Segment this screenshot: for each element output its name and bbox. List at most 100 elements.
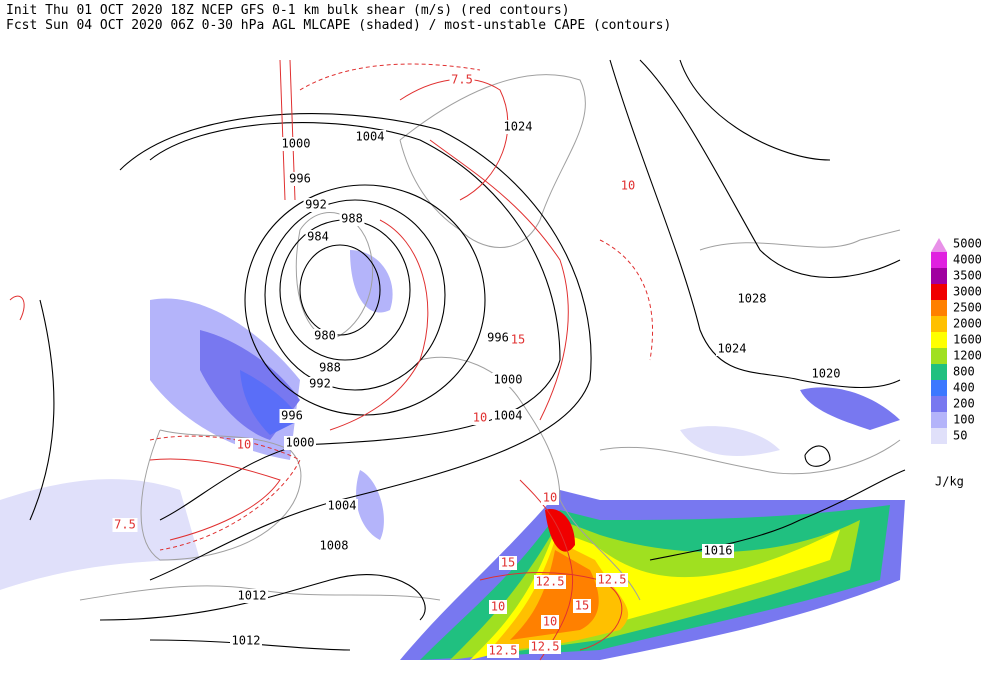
shear-label-bg	[596, 573, 628, 587]
shear-label-bg	[235, 438, 253, 452]
legend-label: 200	[953, 397, 975, 411]
legend-swatch	[931, 364, 947, 380]
isobar-label: 1012	[232, 634, 261, 648]
legend-swatch	[931, 284, 947, 300]
legend-swatch	[931, 348, 947, 364]
shear-label: 12.5	[598, 573, 627, 587]
isobar-label-bg	[354, 130, 386, 144]
isobar-label: 996	[281, 409, 303, 423]
cape-shading	[0, 250, 905, 660]
isobar-label: 996	[289, 172, 311, 186]
isobar-label-bg	[236, 589, 268, 603]
legend-label: 2500	[953, 301, 982, 315]
legend-swatch	[931, 380, 947, 396]
isobar-label-bg	[279, 409, 305, 423]
isobar-label: 1004	[494, 409, 523, 423]
shear-label-bg	[449, 73, 475, 87]
shear-label-bg	[487, 644, 519, 658]
header-line: Fcst Sun 04 OCT 2020 06Z 0-30 hPa AGL ML…	[6, 18, 671, 33]
isobar-label-bg	[312, 329, 338, 343]
isobar-label-bg	[716, 342, 748, 356]
isobar-label: 980	[314, 329, 336, 343]
shear-label: 10	[491, 600, 505, 614]
shear-label: 10	[473, 411, 487, 425]
legend-label: 800	[953, 365, 975, 379]
isobar-label: 1024	[718, 342, 747, 356]
shear-label: 10	[237, 438, 251, 452]
isobar-label-bg	[287, 172, 313, 186]
header-line: Init Thu 01 OCT 2020 18Z NCEP GFS 0-1 km…	[6, 3, 570, 18]
isobar-label-bg	[502, 120, 534, 134]
shear-label: 15	[501, 556, 515, 570]
isobar-label-bg	[230, 634, 262, 648]
isobar-label: 984	[307, 230, 329, 244]
legend-swatch	[931, 428, 947, 444]
shear-label-bg	[534, 575, 566, 589]
isobar-label: 1000	[282, 137, 311, 151]
legend-label: 50	[953, 429, 967, 443]
shear-label-bg	[529, 640, 561, 654]
legend-swatch	[931, 316, 947, 332]
isobar-label-bg	[303, 198, 329, 212]
legend-label: 100	[953, 413, 975, 427]
shear-label-bg	[471, 411, 489, 425]
shear-label: 12.5	[536, 575, 565, 589]
shear-label-bg	[489, 600, 507, 614]
legend-arrow	[931, 238, 947, 252]
legend-label: 4000	[953, 253, 982, 267]
legend-label: 1200	[953, 349, 982, 363]
shear-label: 15	[511, 333, 525, 347]
contour-labels: 1004 1000 996 992 988 984 980 988 992 996 1000 1004…	[112, 73, 842, 658]
isobar-label: 992	[309, 377, 331, 391]
isobar-label-bg	[810, 367, 842, 381]
legend-label: 2000	[953, 317, 982, 331]
legend-swatch	[931, 396, 947, 412]
isobar-label: 1008	[320, 539, 349, 553]
shear-label: 10	[621, 179, 635, 193]
isobar-label-bg	[284, 436, 316, 450]
isobar-label-bg	[492, 373, 524, 387]
isobar-label-bg	[485, 331, 511, 345]
shear-label: 12.5	[489, 644, 518, 658]
isobar-label: 1004	[356, 130, 385, 144]
isobar-label: 992	[305, 198, 327, 212]
shear-label-bg	[509, 333, 527, 347]
shear-label: 7.5	[451, 73, 473, 87]
legend-swatch	[931, 268, 947, 284]
legend-label: 1600	[953, 333, 982, 347]
shear-label-bg	[619, 179, 637, 193]
isobar-label: 1004	[328, 499, 357, 513]
legend-swatch	[931, 332, 947, 348]
legend-swatch	[931, 412, 947, 428]
isobar-label: 1016	[704, 544, 733, 558]
isobar-label-bg	[280, 137, 312, 151]
legend-units: J/kg	[935, 475, 964, 489]
isobar-label-bg	[492, 409, 524, 423]
shear-label: 15	[575, 599, 589, 613]
legend-label: 400	[953, 381, 975, 395]
shear-label: 10	[543, 615, 557, 629]
isobar-label: 1012	[238, 589, 267, 603]
isobar-label-bg	[317, 361, 343, 375]
isobar-label: 996	[487, 331, 509, 345]
legend-label: 3000	[953, 285, 982, 299]
shear-label-bg	[499, 556, 517, 570]
legend-label: 5000	[953, 237, 982, 251]
isobar-label: 988	[319, 361, 341, 375]
shear-label-bg	[541, 615, 559, 629]
shear-label: 7.5	[114, 518, 136, 532]
legend-swatch	[931, 252, 947, 268]
shear-label-bg	[573, 599, 591, 613]
isobar-label-bg	[305, 230, 331, 244]
isobar-label: 988	[341, 212, 363, 226]
isobars	[29, 59, 906, 651]
shear-label-bg	[541, 491, 559, 505]
legend: 5000 4000 3500 3000 2500 2000 1600 1200 800 400 20…	[931, 237, 982, 444]
isobar-label: 1020	[812, 367, 841, 381]
isobar-label-bg	[736, 292, 768, 306]
isobar-label-bg	[339, 212, 365, 226]
isobar-label-bg	[326, 499, 358, 513]
shear-label-bg	[112, 518, 138, 532]
isobar-label-bg	[307, 377, 333, 391]
